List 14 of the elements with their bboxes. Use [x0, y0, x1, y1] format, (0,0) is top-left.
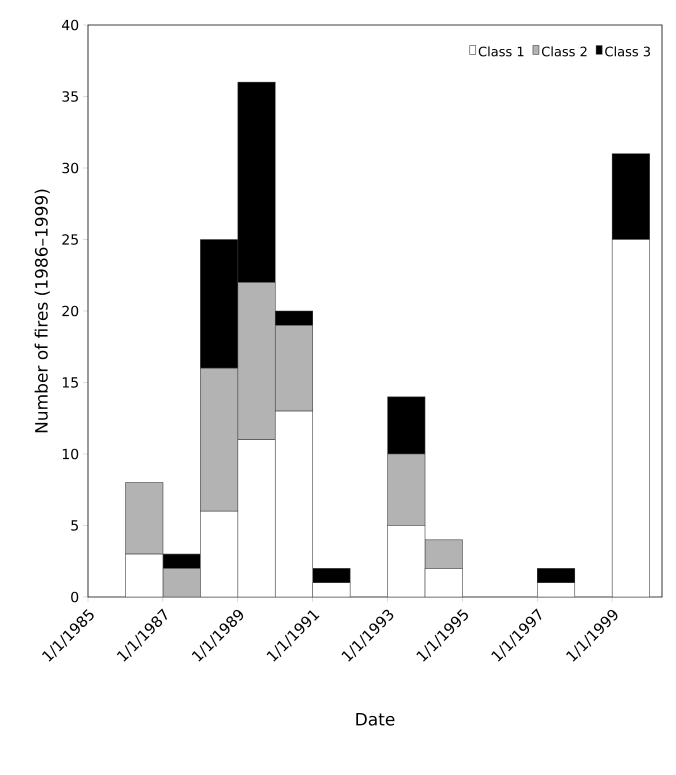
y-tick-label: 20	[62, 306, 78, 316]
x-axis-title: Date	[356, 713, 394, 726]
y-tick-label: 25	[62, 234, 78, 245]
y-axis-title: Number of fires (1986–1999)	[34, 190, 50, 432]
legend-label: Class 3	[605, 46, 650, 56]
y-tick-label: 5	[71, 520, 78, 531]
y-tick-label: 40	[62, 20, 78, 30]
y-tick-label: 35	[62, 91, 78, 102]
y-tick-label: 0	[71, 592, 78, 602]
legend-label: Class 1	[478, 46, 524, 56]
y-tick-label: 30	[62, 162, 78, 174]
legend-label: Class 2	[542, 46, 587, 56]
y-tick-label: 10	[62, 448, 78, 460]
y-tick-label: 15	[62, 377, 78, 388]
